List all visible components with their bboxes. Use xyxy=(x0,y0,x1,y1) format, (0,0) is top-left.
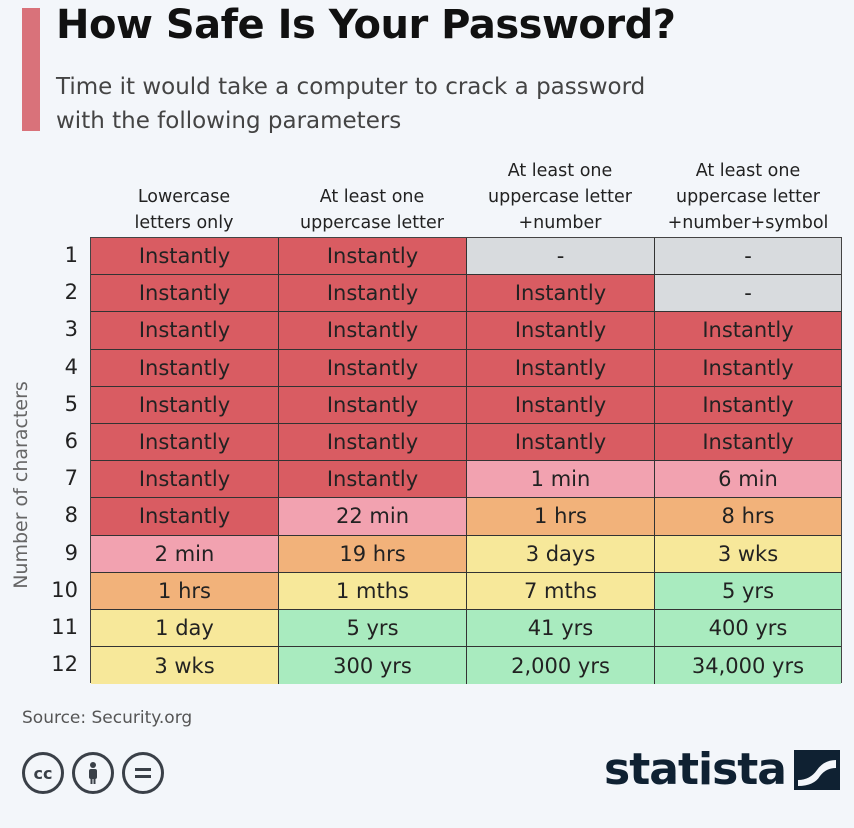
nd-equals-icon[interactable] xyxy=(122,752,164,794)
table-cell: 22 min xyxy=(279,498,467,536)
table-cell: 1 hrs xyxy=(91,572,279,610)
source-note: Source: Security.org xyxy=(22,708,193,728)
table-cell: 19 hrs xyxy=(279,535,467,573)
table-cell: Instantly xyxy=(467,424,655,462)
row-label: 11 xyxy=(51,615,78,639)
table-cell: - xyxy=(467,238,655,276)
table-cell: 7 mths xyxy=(467,572,655,610)
row-label: 4 xyxy=(64,354,78,379)
table-cell: 34,000 yrs xyxy=(655,647,841,685)
column-header: Lowercase letters only xyxy=(90,156,278,236)
statista-logo-icon xyxy=(794,749,840,790)
brand-name: statista xyxy=(604,744,787,795)
table-cell: Instantly xyxy=(279,461,467,499)
table-cell: 2 min xyxy=(91,535,279,573)
column-header: At least one uppercase letter +number+sy… xyxy=(654,156,842,236)
y-axis-label-wrap: Number of characters xyxy=(6,370,36,600)
table-cell: 1 mths xyxy=(279,572,467,610)
table-cell: Instantly xyxy=(467,312,655,350)
row-label: 7 xyxy=(64,466,78,491)
by-person-icon[interactable] xyxy=(72,752,114,794)
table-cell: 6 min xyxy=(655,461,841,499)
table-cell: 1 min xyxy=(467,461,655,499)
license-icons: cc xyxy=(22,752,164,794)
table-cell: Instantly xyxy=(467,386,655,424)
table-cell: Instantly xyxy=(655,424,841,462)
password-table: Instantly Instantly - - Instantly Instantly In… xyxy=(90,237,842,685)
table-cell: 5 yrs xyxy=(279,610,467,648)
table-cell: 5 yrs xyxy=(655,572,841,610)
page-subtitle: Time it would take a computer to crack a… xyxy=(56,74,646,134)
brand-logo[interactable]: statista xyxy=(604,744,840,795)
table-cell: 3 wks xyxy=(655,535,841,573)
table-cell: Instantly xyxy=(279,312,467,350)
cc-icon[interactable]: cc xyxy=(22,752,64,794)
table-cell: 8 hrs xyxy=(655,498,841,536)
table-cell: Instantly xyxy=(91,312,279,350)
table-cell: Instantly xyxy=(279,386,467,424)
table-cell: 1 day xyxy=(91,610,279,648)
table-cell: Instantly xyxy=(467,349,655,387)
table-cell: Instantly xyxy=(91,238,279,276)
column-header-label: At least one uppercase letter +number xyxy=(488,161,632,233)
row-label: 8 xyxy=(64,503,78,528)
row-label: 9 xyxy=(64,540,78,565)
row-label: 3 xyxy=(64,317,78,342)
row-label: 6 xyxy=(64,429,78,453)
column-header-label: At least one uppercase letter xyxy=(300,187,444,233)
title-accent-bar xyxy=(22,8,40,131)
table-cell: 3 days xyxy=(467,535,655,573)
table-cell: Instantly xyxy=(279,349,467,387)
table-cell: Instantly xyxy=(467,275,655,313)
table-cell: Instantly xyxy=(655,312,841,350)
table-cell: Instantly xyxy=(91,386,279,424)
table-cell: Instantly xyxy=(91,424,279,462)
table-cell: 400 yrs xyxy=(655,610,841,648)
table-cell: 3 wks xyxy=(91,647,279,685)
table-cell: Instantly xyxy=(655,349,841,387)
column-header: At least one uppercase letter +number xyxy=(466,156,654,236)
table-cell: Instantly xyxy=(91,275,279,313)
table-cell: 1 hrs xyxy=(467,498,655,536)
row-label: 1 xyxy=(64,243,78,267)
table-cell: Instantly xyxy=(279,424,467,462)
page-title: How Safe Is Your Password? xyxy=(56,2,676,48)
table-cell: Instantly xyxy=(91,461,279,499)
row-label: 12 xyxy=(51,652,78,677)
y-axis-label: Number of characters xyxy=(10,381,33,589)
column-header-label: At least one uppercase letter +number+sy… xyxy=(667,161,829,233)
table-cell: Instantly xyxy=(279,238,467,276)
table-cell: 41 yrs xyxy=(467,610,655,648)
table-cell: - xyxy=(655,275,841,313)
table-cell: 2,000 yrs xyxy=(467,647,655,685)
column-header: At least one uppercase letter xyxy=(278,156,466,236)
table-cell: Instantly xyxy=(91,498,279,536)
row-label: 5 xyxy=(64,391,78,416)
table-cell: Instantly xyxy=(655,386,841,424)
table-cell: - xyxy=(655,238,841,276)
row-label: 10 xyxy=(51,577,78,602)
column-header-label: Lowercase letters only xyxy=(134,187,234,233)
table-cell: Instantly xyxy=(91,349,279,387)
row-label: 2 xyxy=(64,280,78,305)
table-cell: 300 yrs xyxy=(279,647,467,685)
table-cell: Instantly xyxy=(279,275,467,313)
